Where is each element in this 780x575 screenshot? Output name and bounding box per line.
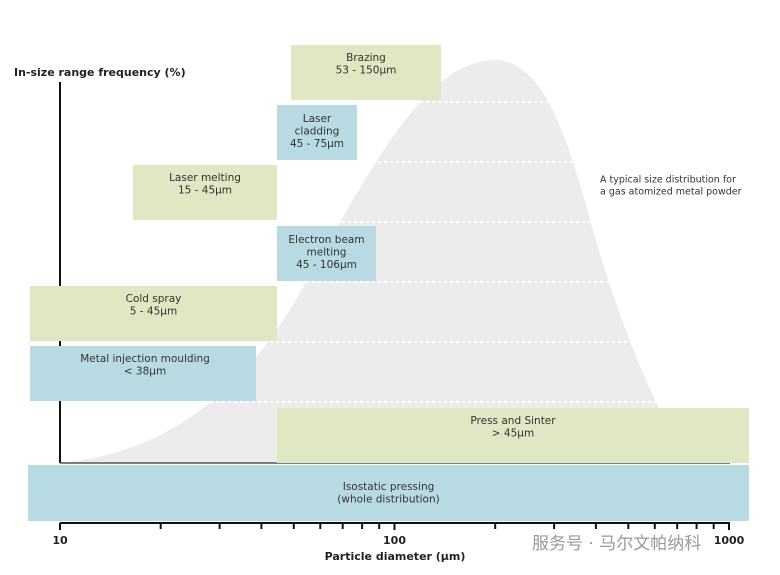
annotation: A typical size distribution for — [600, 175, 736, 186]
box-label: Electron beam — [288, 234, 364, 246]
box-label: Cold spray — [126, 293, 182, 305]
box-label: (whole distribution) — [337, 493, 439, 505]
range-box — [277, 408, 749, 463]
box-label: Metal injection moulding — [80, 353, 210, 365]
box-label: > 45µm — [492, 428, 534, 440]
x-tick-label: 1000 — [714, 534, 745, 547]
box-label: Laser melting — [169, 172, 241, 184]
x-ticks: 10 100 1000 — [52, 523, 745, 547]
box-label: 45 - 106µm — [296, 259, 357, 271]
x-tick-label: 10 — [52, 534, 68, 547]
box-label: 5 - 45µm — [130, 306, 177, 318]
range-box — [30, 286, 277, 341]
box-label: 15 - 45µm — [178, 185, 232, 197]
distribution-curve — [60, 60, 730, 463]
range-box — [133, 165, 277, 220]
box-label: 45 - 75µm — [290, 138, 344, 150]
range-box — [291, 45, 441, 100]
annotation: a gas atomized metal powder — [600, 187, 742, 198]
box-label: melting — [307, 247, 347, 259]
box-label: Press and Sinter — [470, 415, 556, 427]
x-tick-label: 100 — [383, 534, 406, 547]
range-box — [30, 346, 256, 401]
range-box — [28, 465, 749, 521]
box-label: Brazing — [346, 52, 386, 64]
box-label: Laser — [303, 113, 332, 125]
box-label: 53 - 150µm — [336, 65, 397, 77]
watermark: 服务号 · 马尔文帕纳科 — [532, 534, 701, 554]
box-label: cladding — [295, 126, 340, 138]
box-label: < 38µm — [124, 366, 166, 378]
x-axis-label: Particle diameter (µm) — [325, 550, 466, 563]
box-label: Isostatic pressing — [343, 481, 435, 493]
range-box — [277, 226, 376, 281]
y-axis-label: In-size range frequency (%) — [14, 66, 186, 79]
range-box — [277, 105, 357, 160]
